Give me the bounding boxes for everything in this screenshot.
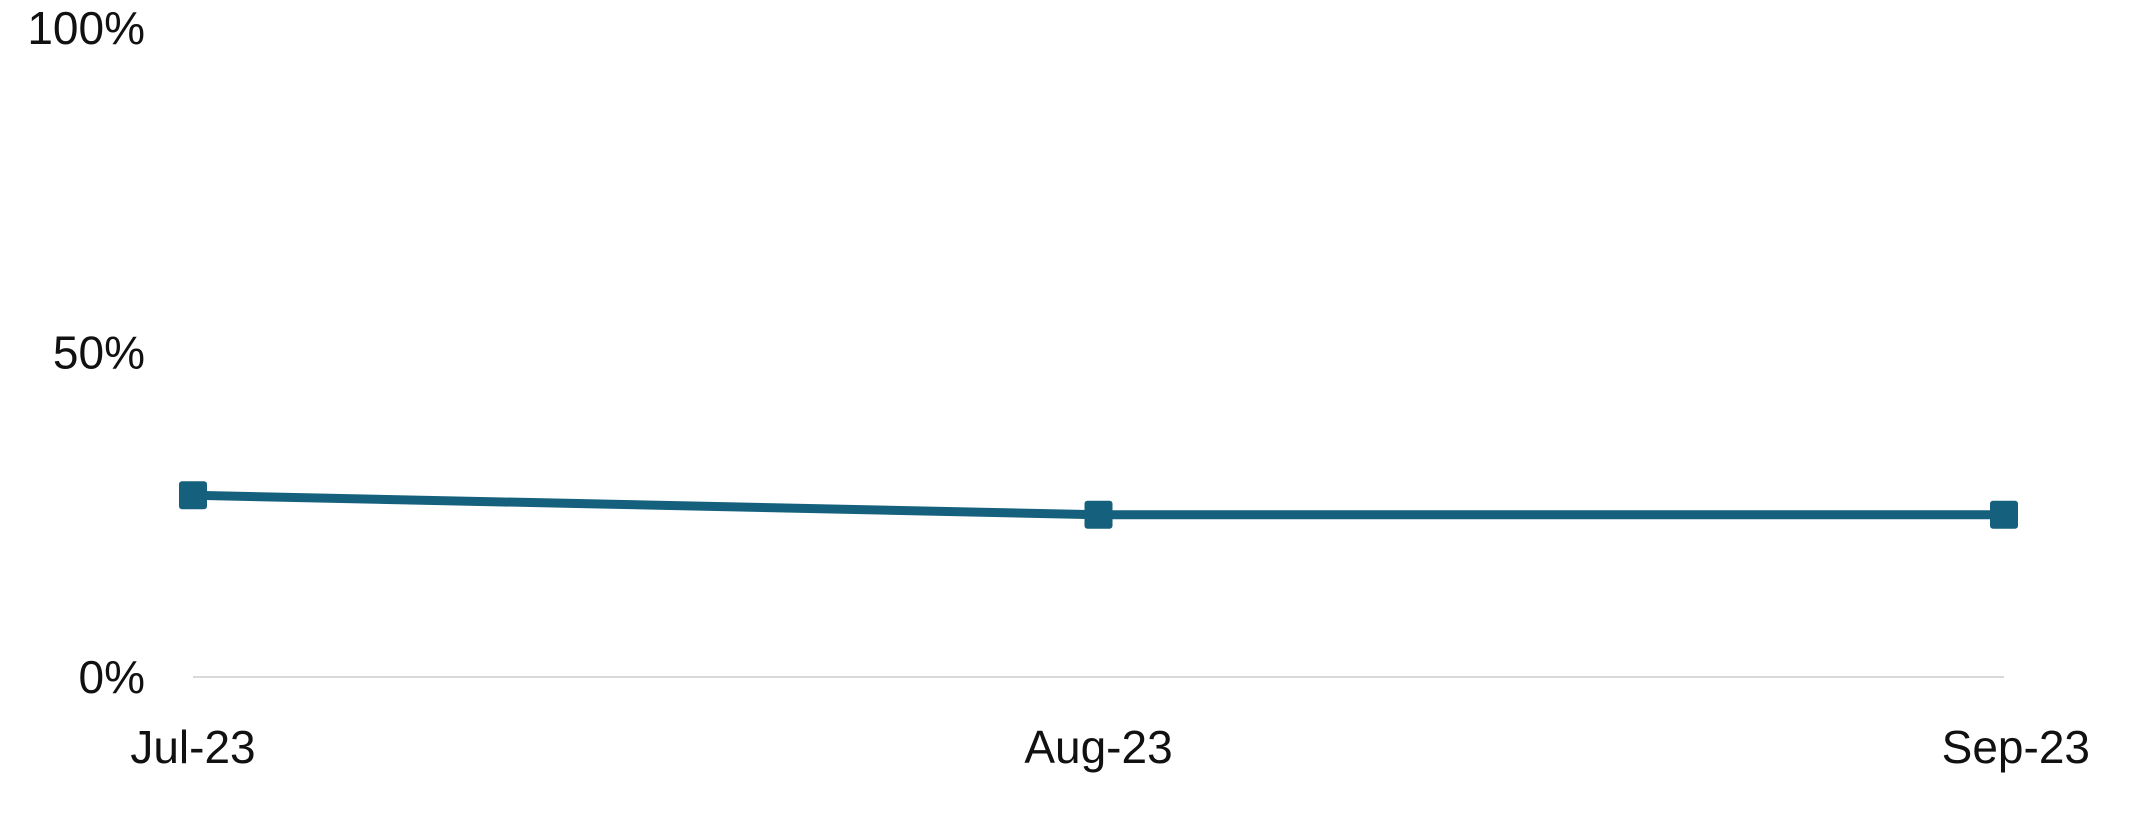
y-tick-label: 0% bbox=[79, 651, 145, 703]
data-point-marker bbox=[179, 481, 207, 510]
x-axis-labels: Jul-23 Aug-23 Sep-23 bbox=[130, 721, 2090, 773]
y-tick-label: 100% bbox=[27, 2, 145, 54]
x-tick-label: Jul-23 bbox=[130, 721, 255, 773]
x-tick-label: Sep-23 bbox=[1942, 721, 2090, 773]
x-tick-label: Aug-23 bbox=[1024, 721, 1172, 773]
series-layer bbox=[179, 481, 2018, 529]
data-point-marker bbox=[1990, 500, 2018, 529]
y-tick-label: 50% bbox=[53, 327, 145, 379]
y-axis-labels: 0% 50% 100% bbox=[27, 2, 145, 703]
data-point-marker bbox=[1084, 500, 1113, 529]
